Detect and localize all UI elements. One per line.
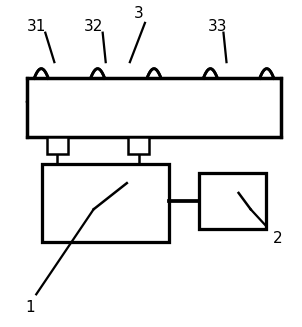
Text: 2: 2 [273,231,283,246]
Text: 3: 3 [134,6,144,21]
Bar [27,78,281,137]
Bar [47,137,68,154]
Bar [42,164,169,242]
Bar [199,173,266,229]
Text: 32: 32 [84,19,103,34]
Text: 31: 31 [27,19,46,34]
Bar [128,137,149,154]
Text: 33: 33 [208,19,227,34]
Text: 1: 1 [25,300,35,315]
